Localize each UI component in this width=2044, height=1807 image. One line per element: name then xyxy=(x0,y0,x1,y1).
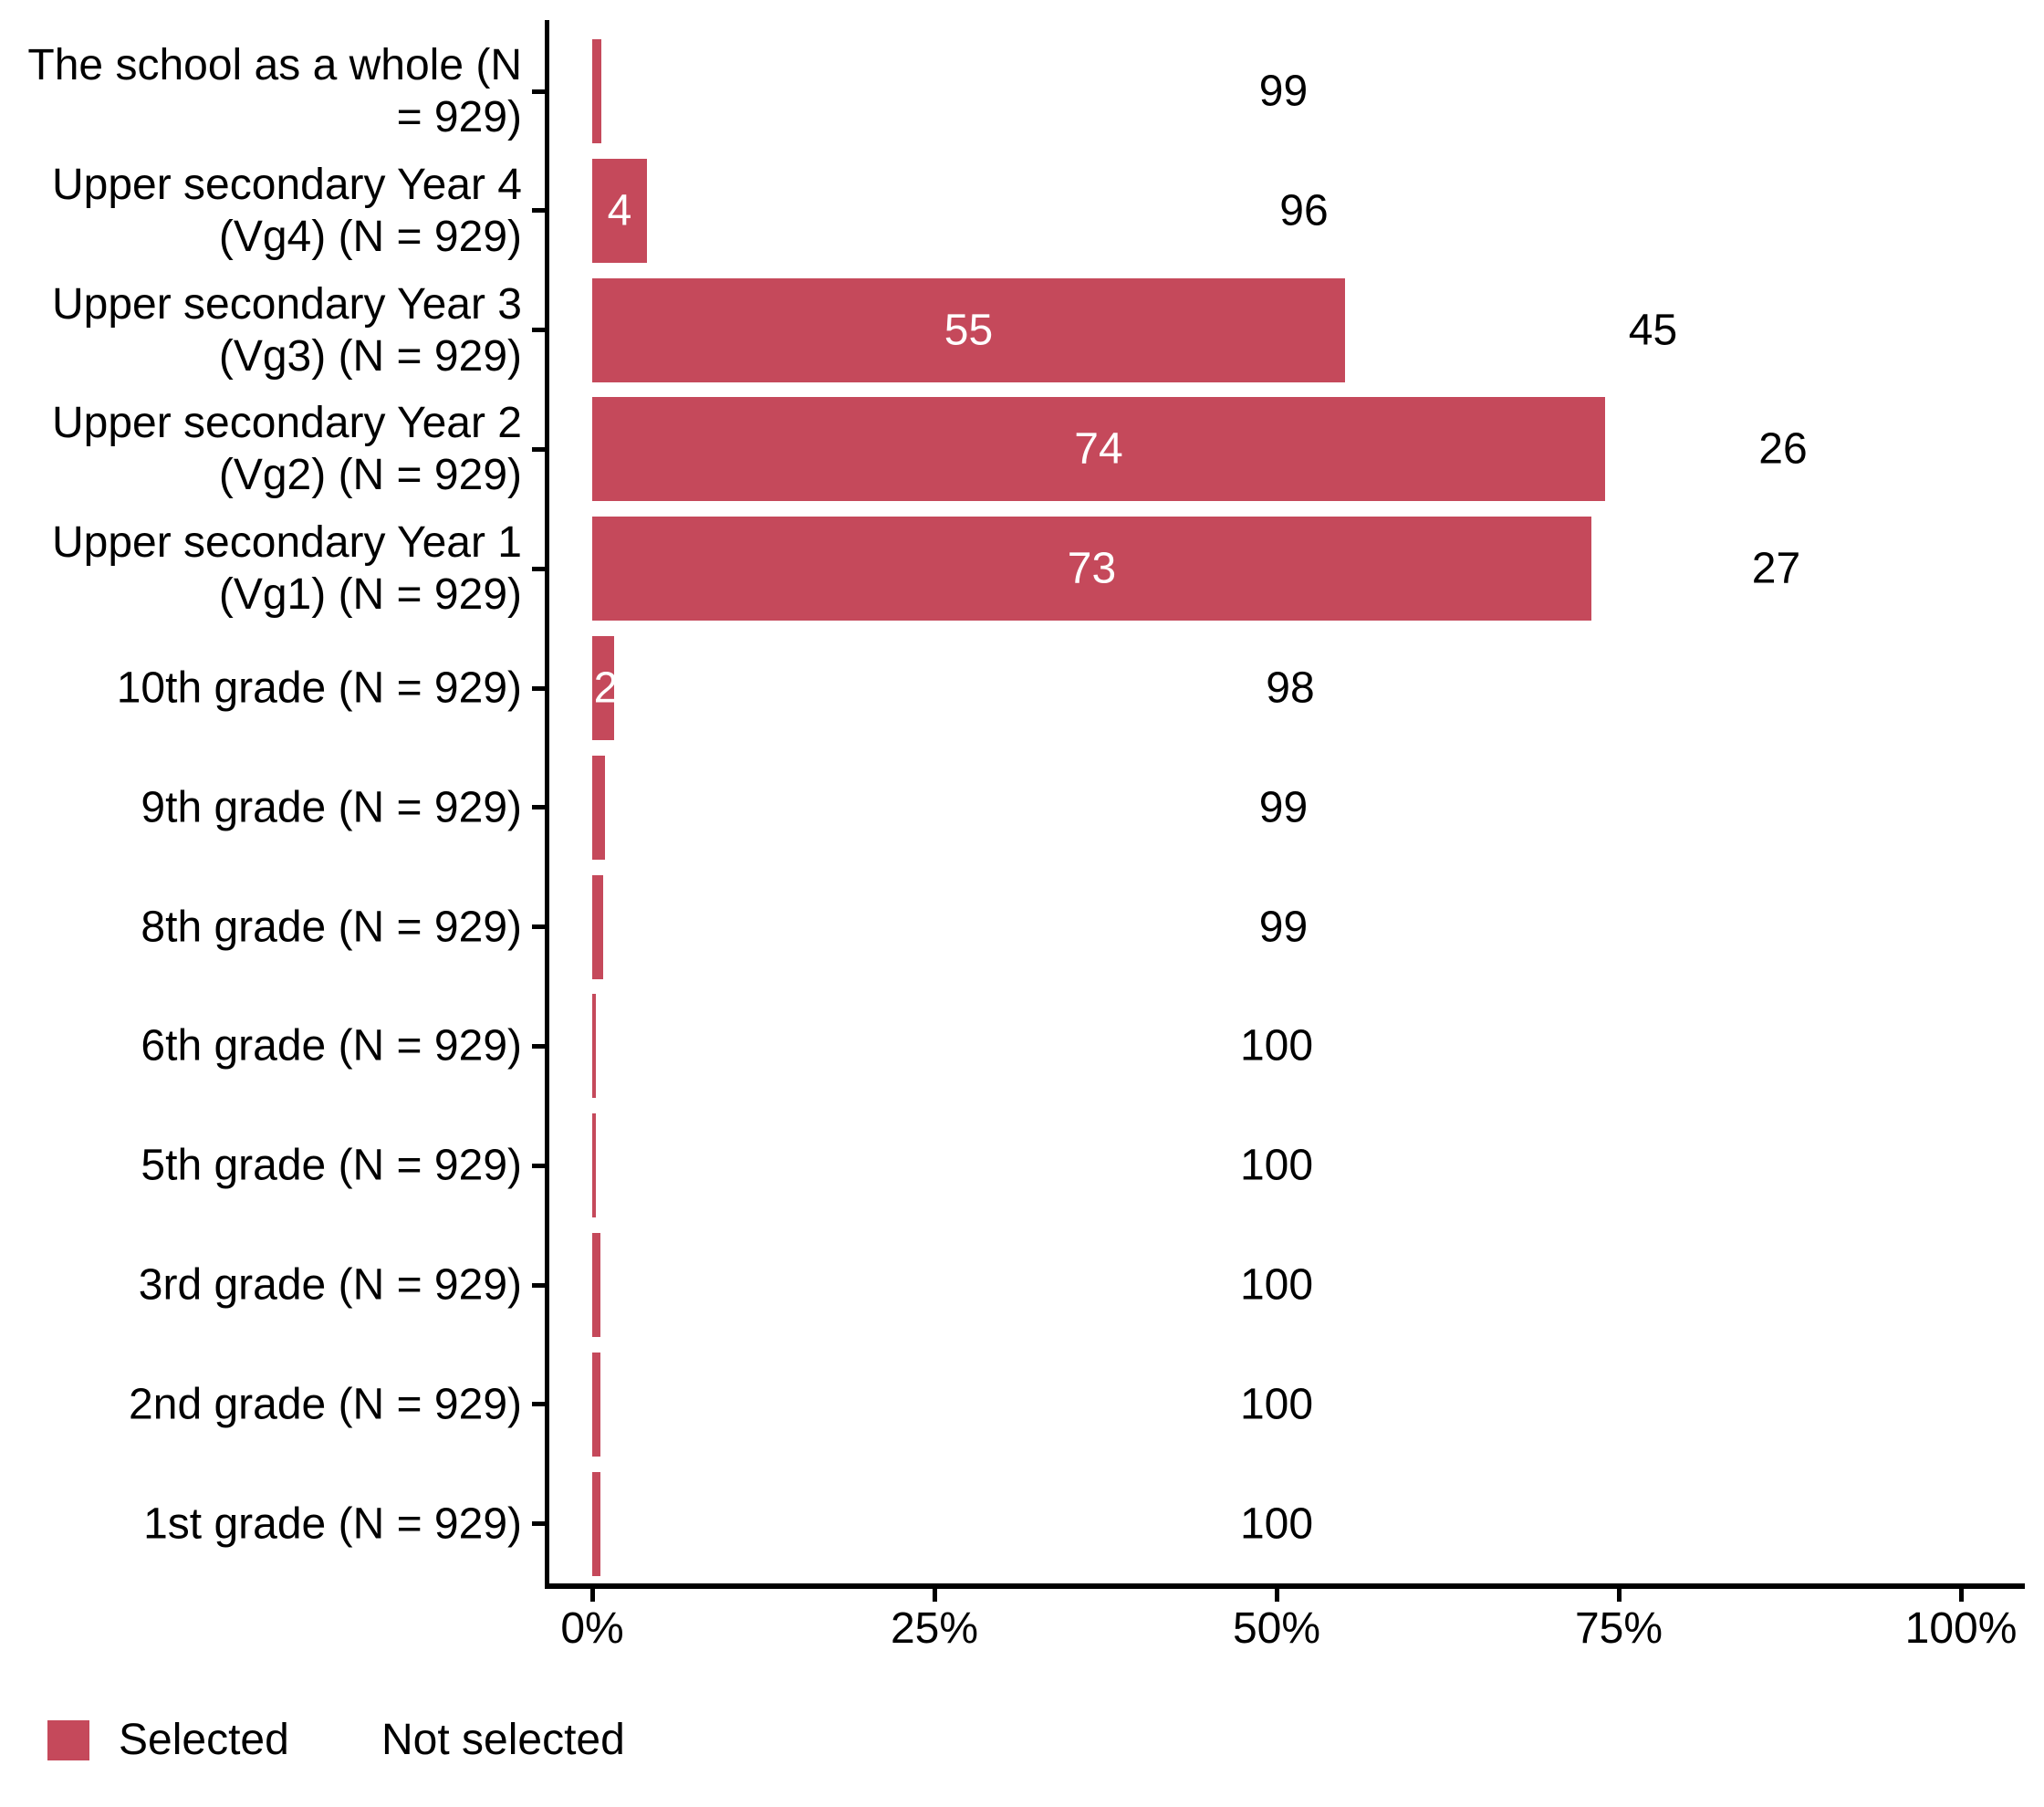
x-tick xyxy=(1274,1589,1279,1602)
y-tick xyxy=(532,89,545,94)
category-label: 1st grade (N = 929) xyxy=(143,1498,522,1550)
category-label: 6th grade (N = 929) xyxy=(141,1020,522,1072)
not-selected-value-label: 99 xyxy=(1258,903,1309,952)
category-label-line: 9th grade (N = 929) xyxy=(141,783,522,832)
not-selected-value-label: 27 xyxy=(1751,544,1801,593)
y-tick xyxy=(532,566,545,571)
category-label: Upper secondary Year 3 (Vg3) (N = 929) xyxy=(52,278,522,382)
bar-value-label: 2 xyxy=(593,663,619,713)
bar-value-label: 73 xyxy=(1067,544,1117,593)
not-selected-value-label: 100 xyxy=(1239,1021,1314,1071)
category-label-line: 1st grade (N = 929) xyxy=(143,1499,522,1549)
category-label-line: The school as a whole (N xyxy=(27,41,522,89)
x-tick xyxy=(1616,1589,1622,1602)
bar-selected xyxy=(592,1471,600,1576)
category-label-line: 5th grade (N = 929) xyxy=(141,1141,522,1190)
not-selected-value-label: 26 xyxy=(1758,424,1808,474)
not-selected-value-label: 99 xyxy=(1258,783,1309,832)
legend-label-selected: Selected xyxy=(119,1716,289,1764)
y-tick xyxy=(532,805,545,810)
x-tick xyxy=(1958,1589,1964,1602)
bar-selected xyxy=(592,39,601,143)
category-label-line: = 929) xyxy=(396,93,522,141)
category-label-line: (Vg1) (N = 929) xyxy=(218,570,522,620)
y-tick xyxy=(532,1282,545,1288)
not-selected-value-label: 100 xyxy=(1239,1141,1314,1190)
category-label: Upper secondary Year 1 (Vg1) (N = 929) xyxy=(52,517,522,621)
category-label: Upper secondary Year 2 (Vg2) (N = 929) xyxy=(52,397,522,501)
not-selected-value-label: 100 xyxy=(1239,1380,1314,1429)
bar-selected xyxy=(592,636,614,740)
not-selected-value-label: 45 xyxy=(1628,306,1678,355)
category-label: 8th grade (N = 929) xyxy=(141,901,522,953)
category-label: 2nd grade (N = 929) xyxy=(129,1378,522,1430)
category-label-line: (Vg4) (N = 929) xyxy=(218,212,522,261)
y-tick xyxy=(532,328,545,333)
category-label-line: 6th grade (N = 929) xyxy=(141,1021,522,1071)
x-tick xyxy=(932,1589,937,1602)
x-tick-label: 25% xyxy=(890,1604,979,1653)
bar-selected xyxy=(592,874,603,979)
legend-swatch-not-selected xyxy=(324,1720,366,1760)
bar-selected xyxy=(592,994,596,1099)
y-tick xyxy=(532,924,545,930)
bar-selected xyxy=(592,755,605,860)
category-label-line: Upper secondary Year 1 xyxy=(51,518,522,568)
legend-swatch-selected xyxy=(47,1720,89,1760)
bar-value-label: 55 xyxy=(944,306,994,355)
x-tick-label: 50% xyxy=(1232,1604,1321,1653)
category-label-line: (Vg3) (N = 929) xyxy=(218,331,522,381)
category-label-line: (Vg2) (N = 929) xyxy=(218,451,522,500)
bar-selected xyxy=(592,517,1591,621)
category-label: 9th grade (N = 929) xyxy=(141,781,522,833)
not-selected-value-label: 96 xyxy=(1279,186,1329,235)
y-tick xyxy=(532,208,545,214)
not-selected-value-label: 98 xyxy=(1266,663,1315,713)
not-selected-value-label: 99 xyxy=(1258,67,1309,116)
x-tick-label: 100% xyxy=(1904,1604,2018,1653)
category-label-line: 10th grade (N = 929) xyxy=(116,663,522,713)
bar-selected xyxy=(592,158,647,263)
y-tick xyxy=(532,1163,545,1168)
category-label-line: 2nd grade (N = 929) xyxy=(129,1380,522,1429)
y-tick xyxy=(532,685,545,691)
legend-label-not-selected: Not selected xyxy=(381,1716,625,1764)
bar-value-label: 74 xyxy=(1074,424,1123,474)
y-tick xyxy=(532,1043,545,1049)
not-selected-value-label: 100 xyxy=(1239,1260,1314,1310)
bar-selected xyxy=(592,1113,596,1218)
category-label: 10th grade (N = 929) xyxy=(117,663,522,715)
category-label: 5th grade (N = 929) xyxy=(141,1140,522,1192)
legend: Selected Not selected xyxy=(0,1716,2044,1764)
category-label: The school as a whole (N = 929) xyxy=(27,39,522,143)
x-tick-label: 0% xyxy=(560,1604,624,1653)
bar-selected xyxy=(592,277,1345,382)
bar-selected xyxy=(592,397,1605,502)
x-tick-label: 75% xyxy=(1574,1604,1663,1653)
category-label-line: Upper secondary Year 2 xyxy=(51,399,522,448)
x-axis-line xyxy=(545,1583,2025,1589)
category-label-line: 8th grade (N = 929) xyxy=(141,903,522,952)
category-label-line: Upper secondary Year 4 xyxy=(51,160,522,209)
bar-selected xyxy=(592,1233,600,1337)
y-axis-line xyxy=(545,20,549,1589)
category-label-line: Upper secondary Year 3 xyxy=(51,279,522,329)
y-tick xyxy=(532,1521,545,1527)
bar-selected xyxy=(592,1352,600,1457)
not-selected-value-label: 100 xyxy=(1239,1499,1314,1549)
category-label: Upper secondary Year 4 (Vg4) (N = 929) xyxy=(52,159,522,263)
y-tick xyxy=(532,1402,545,1407)
x-tick xyxy=(589,1589,595,1602)
y-tick xyxy=(532,446,545,452)
category-label-line: 3rd grade (N = 929) xyxy=(138,1260,522,1310)
category-label: 3rd grade (N = 929) xyxy=(139,1259,522,1311)
bar-value-label: 4 xyxy=(607,186,632,235)
